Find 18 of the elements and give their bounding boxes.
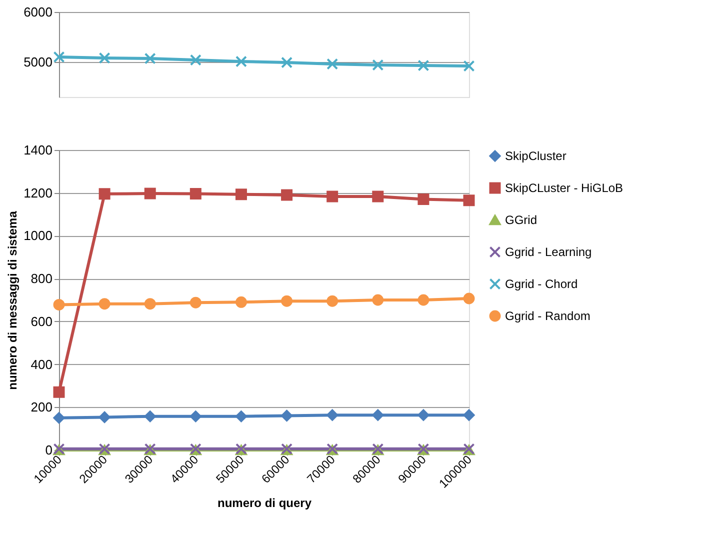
legend-label: GGrid [505, 213, 538, 227]
legend-label: SkipCLuster - HiGLoB [505, 181, 624, 195]
y-tick-label: 6000 [24, 4, 52, 20]
y-tick-label: 800 [30, 271, 52, 286]
legend-label: Ggrid - Random [505, 309, 590, 323]
y-tick-label: 5000 [24, 54, 52, 70]
y-tick-label: 0 [45, 442, 52, 458]
y-tick-label: 600 [30, 314, 52, 329]
y-tick-label: 400 [30, 356, 52, 372]
y-tick-label: 1200 [24, 185, 52, 200]
y-tick-label: 1000 [24, 228, 52, 244]
legend-label: SkipCluster [505, 149, 566, 163]
y-axis-title: numero di messaggi di sistema [6, 210, 20, 390]
legend-label: Ggrid - Chord [505, 277, 578, 291]
y-tick-label: 1400 [24, 142, 52, 158]
y-tick-label: 200 [30, 400, 52, 415]
x-axis-title: numero di query [217, 496, 312, 510]
legend-label: Ggrid - Learning [505, 245, 592, 259]
